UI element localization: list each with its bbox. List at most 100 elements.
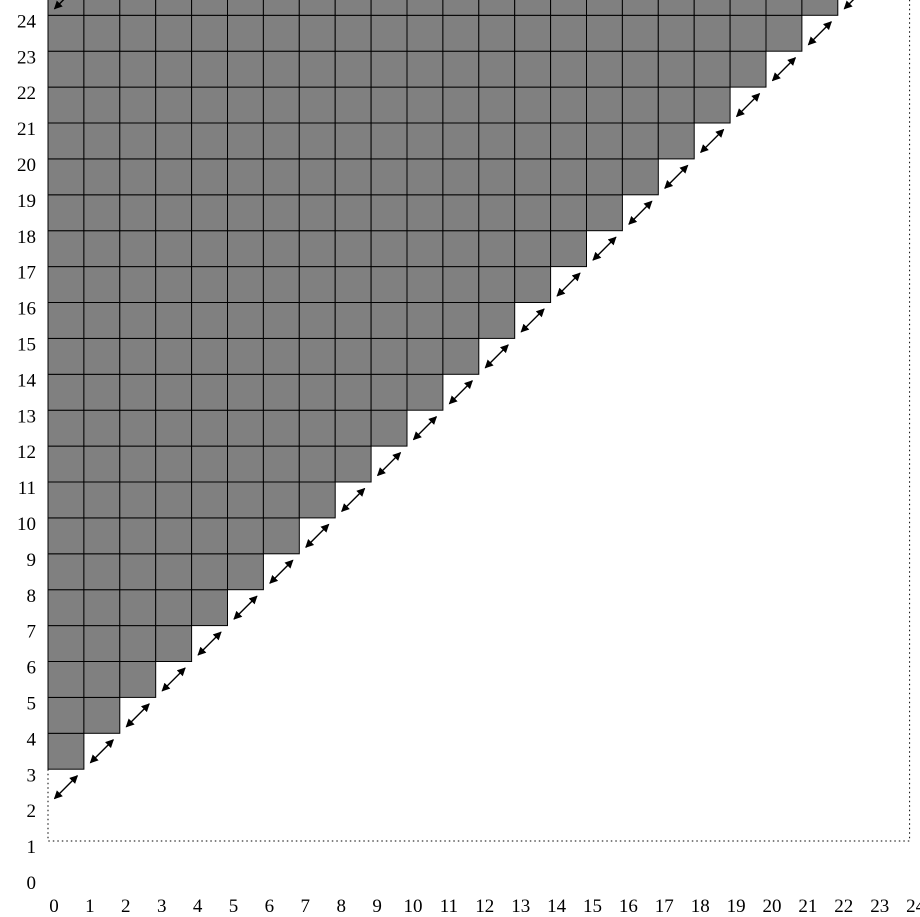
grid-cell (47, 0, 85, 16)
grid-cell (298, 481, 336, 519)
grid-cell (334, 302, 372, 339)
grid-cell (298, 230, 336, 268)
grid-cell (729, 14, 767, 52)
grid-cell (442, 158, 480, 196)
x-tick-label: 9 (372, 896, 382, 917)
grid-cell (550, 194, 587, 232)
double-arrow (807, 21, 832, 46)
grid-cell (155, 553, 193, 591)
double-arrow (233, 595, 258, 620)
y-tick-label: 20 (17, 155, 36, 176)
grid-cell (693, 0, 731, 16)
grid-cell (227, 409, 264, 447)
grid-cell (47, 661, 85, 698)
grid-cell (119, 0, 157, 16)
grid-cell (693, 86, 731, 124)
grid-cell (478, 302, 516, 339)
grid-cell (155, 589, 193, 627)
grid-cell (262, 158, 300, 196)
grid-cell (262, 481, 300, 519)
grid-cell (298, 194, 336, 232)
grid-cell (191, 481, 229, 519)
grid-cell (155, 517, 193, 555)
x-tick-label: 8 (336, 896, 346, 917)
grid-cell (262, 266, 300, 304)
grid-cell (155, 481, 193, 519)
grid-cell (227, 158, 264, 196)
grid-cell (729, 50, 767, 88)
grid-cell (406, 194, 444, 232)
grid-cell (657, 50, 695, 88)
x-tick-label: 14 (547, 896, 567, 917)
grid-cell (119, 230, 157, 268)
grid-cell (442, 0, 480, 16)
grid-cell (47, 589, 85, 627)
grid-cell (514, 50, 552, 88)
x-tick-label: 11 (440, 896, 458, 917)
grid-cell (119, 589, 157, 627)
grid-cell (155, 14, 193, 52)
grid-cell (47, 302, 85, 339)
grid-cell (478, 14, 516, 52)
y-tick-label: 6 (27, 658, 37, 679)
grid-cell (370, 86, 408, 124)
y-tick-label: 11 (18, 478, 36, 499)
grid-cell (191, 50, 229, 88)
grid-cell (298, 86, 336, 124)
x-tick-label: 12 (475, 896, 494, 917)
grid-cell (442, 266, 480, 304)
grid-cell (119, 337, 157, 375)
grid-cell (262, 337, 300, 375)
grid-cell (262, 373, 300, 411)
grid-cell (47, 158, 85, 196)
grid-cell (298, 122, 336, 160)
grid-cell (621, 14, 659, 52)
grid-cell (370, 0, 408, 16)
grid-cell (83, 158, 121, 196)
double-arrow (53, 775, 79, 800)
grid-cell (550, 14, 587, 52)
grid-cell (370, 194, 408, 232)
grid-cell (47, 481, 85, 519)
x-tick-label: 10 (404, 896, 423, 917)
x-tick-label: 1 (85, 896, 95, 917)
grid-cell (370, 409, 408, 447)
grid-cell (155, 50, 193, 88)
grid-cell (370, 230, 408, 268)
grid-cell (370, 266, 408, 304)
grid-cell (47, 14, 85, 52)
grid-cell (801, 0, 839, 16)
grid-cell (191, 266, 229, 304)
double-arrow (341, 487, 366, 513)
grid-cell (550, 122, 587, 160)
grid-cell (227, 50, 264, 88)
grid-cell (191, 86, 229, 124)
grid-cell (586, 50, 623, 88)
grid-cell (586, 158, 623, 196)
grid-cell (191, 445, 229, 483)
grid-cell (370, 122, 408, 160)
grid-cell (227, 517, 264, 555)
grid-cell (262, 517, 300, 555)
grid-cell (155, 302, 193, 339)
grid-cell (227, 194, 264, 232)
grid-cell (550, 50, 587, 88)
y-tick-label: 17 (17, 263, 36, 284)
grid-cell (514, 194, 552, 232)
grid-cell (514, 14, 552, 52)
y-tick-label: 22 (17, 83, 36, 104)
grid-cell (83, 266, 121, 304)
grid-cell (83, 445, 121, 483)
grid-cell (334, 50, 372, 88)
grid-cell (47, 337, 85, 375)
double-arrow (520, 308, 545, 333)
double-arrow (592, 236, 617, 261)
grid-cell (334, 266, 372, 304)
grid-cell (334, 86, 372, 124)
grid-cell (621, 158, 659, 196)
grid-cell (119, 553, 157, 591)
grid-cell (119, 409, 157, 447)
grid-cell (334, 14, 372, 52)
y-tick-label: 24 (17, 11, 37, 32)
